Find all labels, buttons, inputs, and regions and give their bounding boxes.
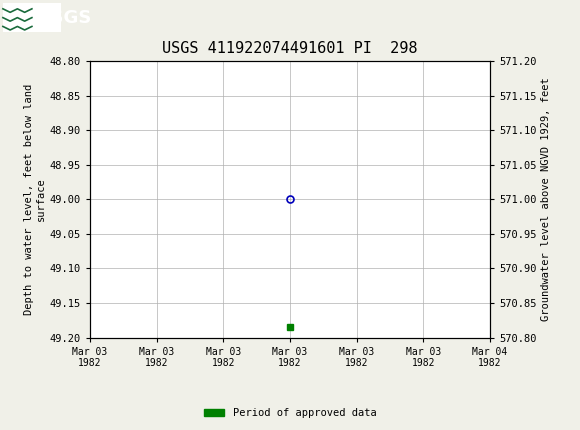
Title: USGS 411922074491601 PI  298: USGS 411922074491601 PI 298 bbox=[162, 41, 418, 56]
Y-axis label: Groundwater level above NGVD 1929, feet: Groundwater level above NGVD 1929, feet bbox=[541, 77, 551, 321]
Legend: Period of approved data: Period of approved data bbox=[200, 404, 380, 423]
Bar bbox=[3, 3, 61, 32]
Y-axis label: Depth to water level, feet below land
surface: Depth to water level, feet below land su… bbox=[24, 84, 45, 315]
Text: USGS: USGS bbox=[36, 9, 91, 27]
